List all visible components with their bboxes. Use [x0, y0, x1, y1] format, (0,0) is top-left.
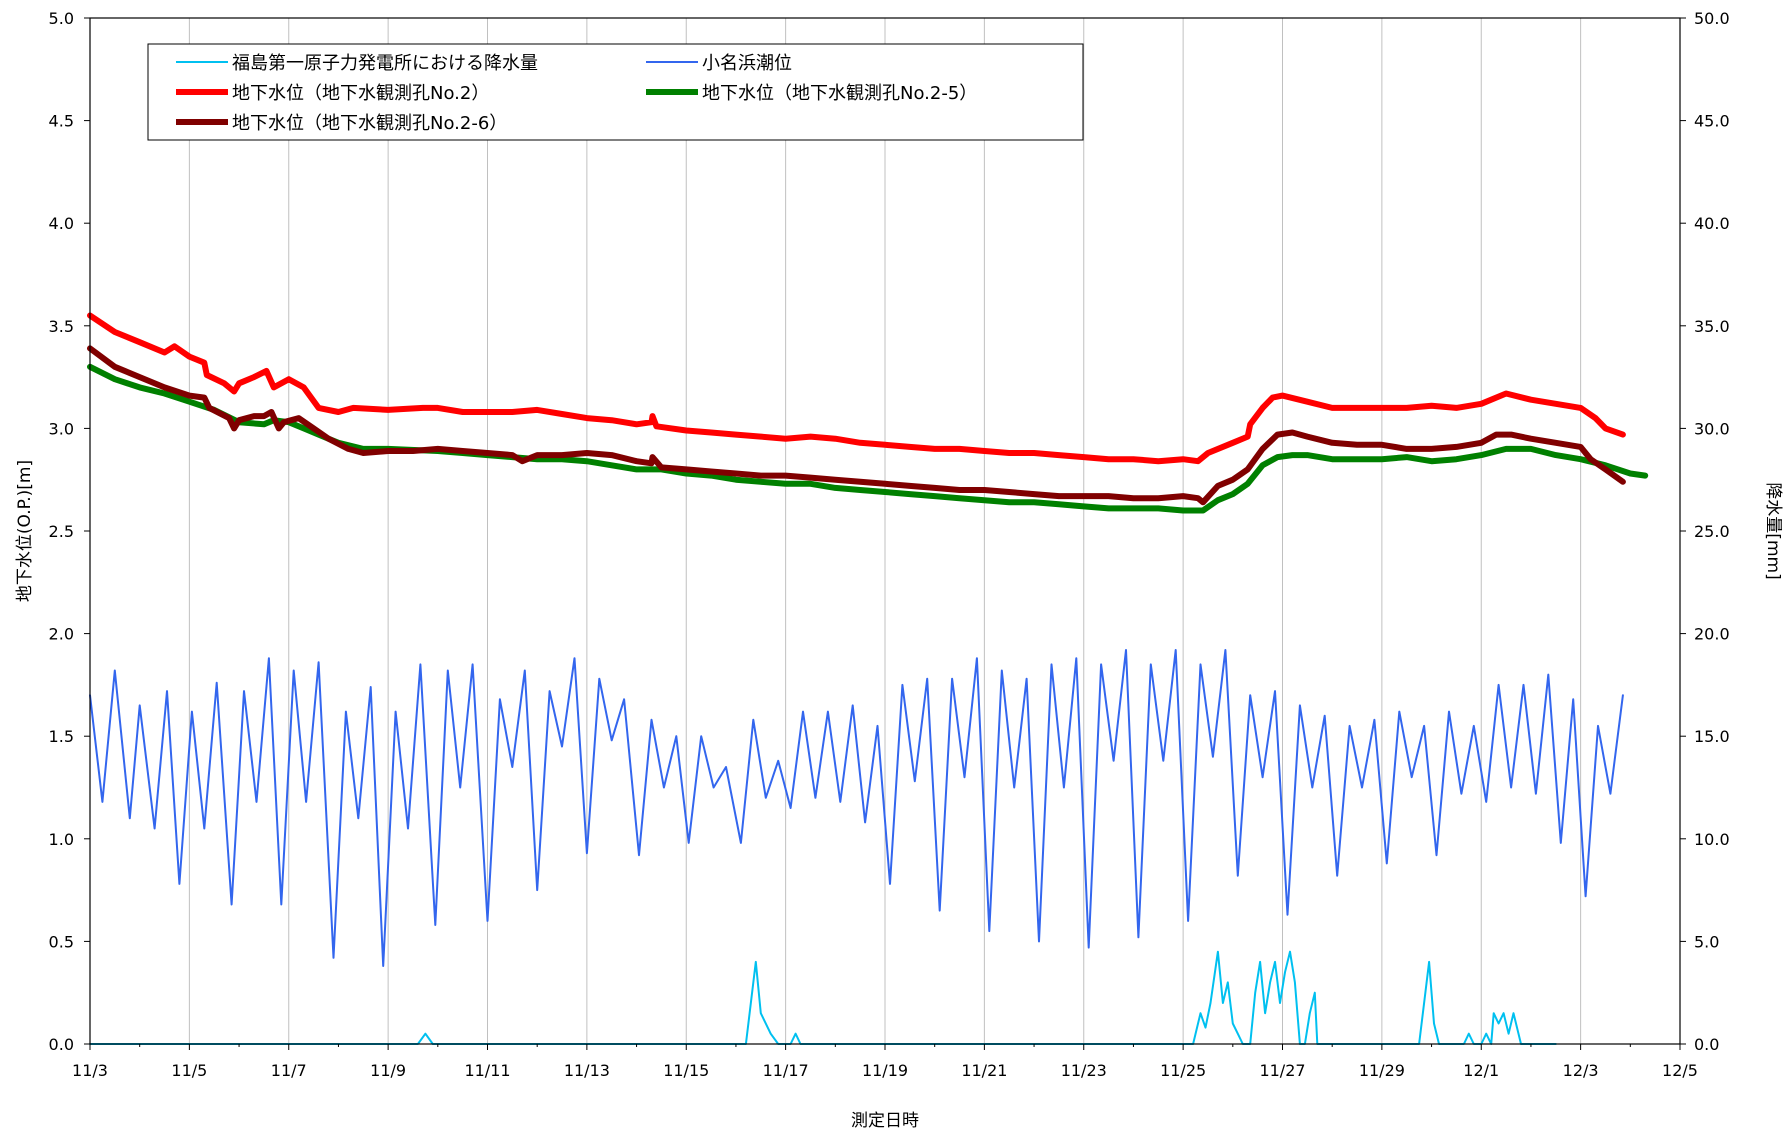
x-tick-label: 11/27: [1259, 1061, 1305, 1080]
legend-label: 地下水位（地下水観測孔No.2-5）: [702, 83, 977, 104]
x-tick-label: 11/15: [663, 1061, 709, 1080]
y-right-tick-label: 50.0: [1694, 9, 1730, 28]
x-tick-label: 11/13: [564, 1061, 610, 1080]
y-right-tick-label: 25.0: [1694, 522, 1730, 541]
legend-label: 地下水位（地下水観測孔No.2-6）: [232, 113, 507, 134]
series-line: [87, 345, 1626, 506]
legend-box: [147, 43, 1084, 141]
y-left-tick-label: 1.5: [49, 727, 74, 746]
x-axis: 11/3 11/5 11/7 11/9 11/11 11/13 11/15 11/17 11/1…: [72, 1044, 1698, 1080]
y-right-tick-label: 0.0: [1694, 1035, 1719, 1054]
x-tick-label: 11/19: [862, 1061, 908, 1080]
series-line: [87, 312, 1626, 465]
y-axis-right-title: 降水量[mm]: [1763, 482, 1783, 579]
x-tick-label: 11/17: [763, 1061, 809, 1080]
y-left-tick-label: 5.0: [49, 9, 74, 28]
y-left-tick-label: 3.5: [49, 317, 74, 336]
x-tick-label: 11/5: [171, 1061, 207, 1080]
series-layer: [87, 312, 1649, 1045]
y-left-tick-label: 4.0: [49, 214, 74, 233]
x-tick-label: 11/3: [72, 1061, 108, 1080]
x-tick-label: 11/11: [464, 1061, 510, 1080]
legend-label: 地下水位（地下水観測孔No.2）: [232, 83, 489, 104]
y-left-tick-label: 2.5: [49, 522, 74, 541]
y-left-tick-label: 0.0: [49, 1035, 74, 1054]
y-left-tick-label: 2.0: [49, 625, 74, 644]
x-tick-label: 11/9: [370, 1061, 406, 1080]
legend-label: 福島第一原子力発電所における降水量: [232, 53, 538, 74]
x-tick-label: 12/3: [1563, 1061, 1599, 1080]
y-left-tick-label: 3.0: [49, 419, 74, 438]
y-left-tick-label: 0.5: [49, 932, 74, 951]
y-axis-left-title: 地下水位(O.P.)[m]: [15, 460, 35, 602]
x-axis-title: 測定日時: [851, 1111, 919, 1131]
y-right-tick-label: 5.0: [1694, 932, 1719, 951]
y-axis-right: 0.0 5.0 10.0 15.0 20.0 25.0 30.0 35.0 40.0 45.0 50…: [1680, 9, 1730, 1054]
legend-label: 小名浜潮位: [702, 53, 792, 74]
x-tick-label: 12/1: [1463, 1061, 1499, 1080]
y-right-tick-label: 10.0: [1694, 830, 1730, 849]
y-right-tick-label: 20.0: [1694, 625, 1730, 644]
x-tick-label: 11/23: [1061, 1061, 1107, 1080]
y-right-tick-label: 35.0: [1694, 317, 1730, 336]
y-right-tick-label: 30.0: [1694, 419, 1730, 438]
series-line: [89, 649, 1624, 967]
x-tick-label: 12/5: [1662, 1061, 1698, 1080]
gridlines: [188, 18, 1582, 1044]
y-axis-left: 0.0 0.5 1.0 1.5 2.0 2.5 3.0 3.5 4.0 4.5 5.0: [49, 9, 90, 1054]
x-tick-label: 11/29: [1359, 1061, 1405, 1080]
x-tick-label: 11/25: [1160, 1061, 1206, 1080]
y-right-tick-label: 15.0: [1694, 727, 1730, 746]
y-right-tick-label: 45.0: [1694, 112, 1730, 131]
x-tick-label: 11/21: [961, 1061, 1007, 1080]
x-tick-label: 11/7: [271, 1061, 307, 1080]
y-left-tick-label: 4.5: [49, 112, 74, 131]
y-left-tick-label: 1.0: [49, 830, 74, 849]
y-right-tick-label: 40.0: [1694, 214, 1730, 233]
